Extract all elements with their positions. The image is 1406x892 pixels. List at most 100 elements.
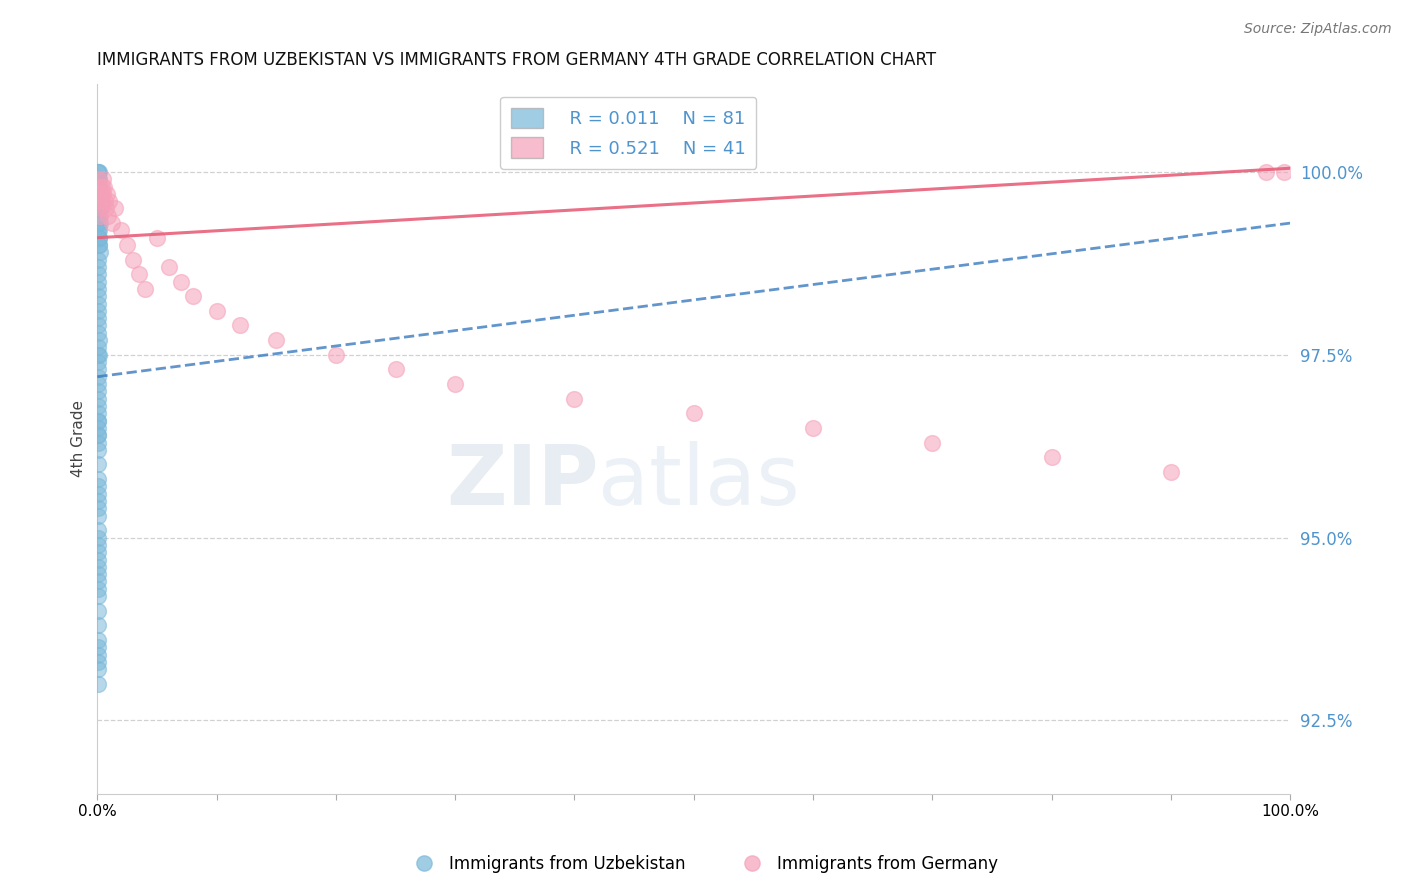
Point bbox=[86, 574, 108, 589]
Point bbox=[100, 216, 122, 230]
Point bbox=[87, 435, 110, 450]
Point bbox=[87, 172, 110, 186]
Point bbox=[87, 252, 110, 267]
Point bbox=[134, 282, 156, 296]
Point bbox=[87, 165, 110, 179]
Point bbox=[87, 355, 110, 369]
Text: ZIP: ZIP bbox=[446, 441, 599, 522]
Point bbox=[87, 362, 110, 376]
Point bbox=[87, 399, 110, 413]
Point bbox=[87, 384, 110, 399]
Point bbox=[87, 508, 110, 523]
Point bbox=[87, 282, 110, 296]
Point bbox=[87, 165, 110, 179]
Point bbox=[1256, 165, 1278, 179]
Point bbox=[86, 414, 108, 428]
Point bbox=[87, 186, 110, 201]
Point bbox=[90, 202, 112, 216]
Point bbox=[1160, 465, 1182, 479]
Point bbox=[87, 172, 110, 186]
Point bbox=[87, 179, 110, 194]
Point bbox=[87, 589, 110, 603]
Point bbox=[89, 245, 111, 260]
Point bbox=[94, 202, 117, 216]
Point bbox=[1040, 450, 1063, 464]
Point bbox=[87, 428, 110, 442]
Point bbox=[90, 179, 112, 194]
Point bbox=[87, 523, 110, 537]
Point bbox=[87, 304, 110, 318]
Point bbox=[87, 369, 110, 384]
Point bbox=[87, 194, 110, 209]
Point bbox=[157, 260, 180, 274]
Point bbox=[87, 582, 110, 596]
Point bbox=[170, 275, 193, 289]
Legend:   R = 0.011    N = 81,   R = 0.521    N = 41: R = 0.011 N = 81, R = 0.521 N = 41 bbox=[501, 96, 756, 169]
Point bbox=[86, 531, 108, 545]
Point bbox=[87, 275, 110, 289]
Point bbox=[87, 677, 110, 691]
Point bbox=[97, 209, 120, 223]
Point bbox=[87, 260, 110, 274]
Point bbox=[87, 494, 110, 508]
Point bbox=[921, 435, 943, 450]
Point bbox=[86, 348, 108, 362]
Point bbox=[87, 552, 110, 566]
Point bbox=[115, 238, 138, 252]
Point bbox=[87, 231, 110, 245]
Point bbox=[89, 216, 111, 230]
Point bbox=[96, 186, 118, 201]
Point bbox=[89, 186, 111, 201]
Point bbox=[87, 348, 110, 362]
Point bbox=[87, 604, 110, 618]
Point bbox=[91, 186, 114, 201]
Point bbox=[146, 231, 169, 245]
Point bbox=[98, 194, 121, 209]
Point bbox=[87, 377, 110, 392]
Point bbox=[89, 194, 111, 209]
Text: IMMIGRANTS FROM UZBEKISTAN VS IMMIGRANTS FROM GERMANY 4TH GRADE CORRELATION CHAR: IMMIGRANTS FROM UZBEKISTAN VS IMMIGRANTS… bbox=[97, 51, 936, 69]
Point bbox=[87, 231, 110, 245]
Point bbox=[325, 348, 347, 362]
Point bbox=[87, 186, 110, 201]
Point bbox=[87, 223, 110, 237]
Point bbox=[87, 559, 110, 574]
Point bbox=[87, 632, 110, 647]
Point bbox=[86, 618, 108, 632]
Point bbox=[86, 472, 108, 486]
Point bbox=[564, 392, 586, 406]
Text: atlas: atlas bbox=[599, 441, 800, 522]
Point bbox=[229, 318, 252, 333]
Point bbox=[104, 202, 127, 216]
Point bbox=[87, 341, 110, 355]
Point bbox=[86, 662, 108, 676]
Point bbox=[682, 406, 704, 420]
Point bbox=[86, 655, 108, 669]
Point bbox=[205, 304, 228, 318]
Point bbox=[87, 202, 110, 216]
Text: Source: ZipAtlas.com: Source: ZipAtlas.com bbox=[1244, 22, 1392, 37]
Point bbox=[87, 648, 110, 662]
Point bbox=[87, 318, 110, 333]
Point bbox=[181, 289, 204, 303]
Point bbox=[87, 640, 110, 655]
Point bbox=[87, 421, 110, 435]
Y-axis label: 4th Grade: 4th Grade bbox=[72, 401, 86, 477]
Point bbox=[89, 209, 111, 223]
Point bbox=[87, 311, 110, 326]
Point bbox=[801, 421, 824, 435]
Point bbox=[128, 268, 150, 282]
Point bbox=[86, 479, 108, 493]
Point bbox=[1272, 165, 1295, 179]
Point bbox=[87, 165, 110, 179]
Point bbox=[87, 501, 110, 516]
Point bbox=[87, 172, 110, 186]
Point bbox=[86, 538, 108, 552]
Point bbox=[87, 458, 110, 472]
Point bbox=[87, 333, 110, 347]
Point bbox=[87, 289, 110, 303]
Point bbox=[91, 172, 114, 186]
Point bbox=[87, 216, 110, 230]
Point bbox=[264, 333, 287, 347]
Point bbox=[122, 252, 145, 267]
